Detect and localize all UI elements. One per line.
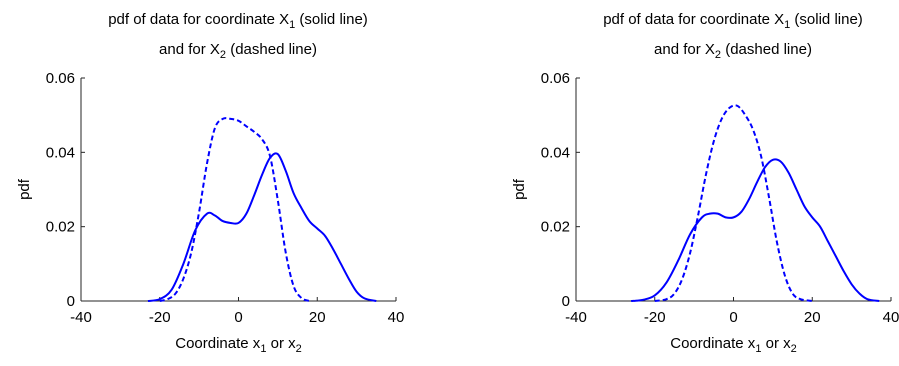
- chart-title-line-2: and for X2 (dashed line): [159, 41, 317, 61]
- x-tick-label: 0: [234, 309, 242, 326]
- x-tick-label: -40: [70, 309, 92, 326]
- y-tick-label: 0.04: [541, 144, 570, 161]
- x-axis-label: Coordinate x1 or x2: [670, 335, 797, 355]
- y-tick-label: 0: [562, 293, 570, 310]
- x-axis-label: Coordinate x1 or x2: [175, 335, 302, 355]
- x-tick-label: -20: [149, 309, 171, 326]
- right-chart-panel: pdf of data for coordinate X1 (solid lin…: [511, 11, 899, 355]
- y-tick-label: 0.06: [541, 70, 570, 87]
- y-tick-label: 0.02: [46, 219, 75, 236]
- x-tick-label: 20: [309, 309, 326, 326]
- x1-pdf-solid-line: [147, 152, 377, 302]
- x-tick-label: 40: [883, 309, 899, 326]
- chart-title-line-1: pdf of data for coordinate X1 (solid lin…: [603, 11, 863, 31]
- chart-title-line-1: pdf of data for coordinate X1 (solid lin…: [108, 11, 368, 31]
- x1-pdf-solid-line: [631, 158, 880, 302]
- left-chart-panel: pdf of data for coordinate X1 (solid lin…: [16, 11, 404, 355]
- y-axis-label: pdf: [16, 178, 33, 200]
- x2-pdf-dashed-line: [654, 104, 813, 302]
- x-tick-label: 40: [388, 309, 405, 326]
- y-axis-label: pdf: [511, 178, 528, 200]
- x-tick-label: 20: [804, 309, 821, 326]
- y-tick-label: 0.04: [46, 144, 75, 161]
- y-tick-label: 0: [67, 293, 75, 310]
- x-tick-label: -40: [565, 309, 587, 326]
- x-tick-label: 0: [729, 309, 737, 326]
- y-tick-label: 0.06: [46, 70, 75, 87]
- x2-pdf-dashed-line: [159, 117, 310, 302]
- chart-title-line-2: and for X2 (dashed line): [654, 41, 812, 61]
- x-tick-label: -20: [644, 309, 666, 326]
- y-tick-label: 0.02: [541, 219, 570, 236]
